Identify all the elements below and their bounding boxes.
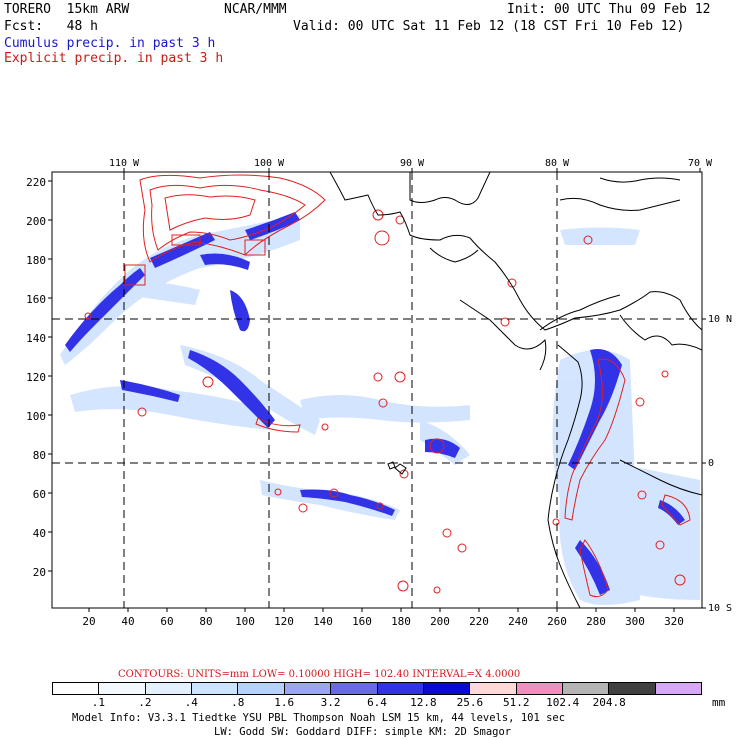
bottom-axis-label: 40 <box>121 615 134 628</box>
colorbar-cell <box>99 683 146 694</box>
bottom-axis-label: 180 <box>391 615 411 628</box>
map-frame <box>51 171 703 609</box>
right-axis-label: 10 S <box>708 603 732 614</box>
colorbar-label: .1 <box>91 696 106 709</box>
colorbar-unit: mm <box>712 696 726 709</box>
colorbar-cell <box>53 683 100 694</box>
left-axis-label: 80 <box>33 449 46 462</box>
colorbar-cell <box>470 683 517 694</box>
top-axis-label: 80 W <box>545 158 570 169</box>
left-axis-label: 180 <box>26 254 46 267</box>
colorbar-cell <box>562 683 610 694</box>
forecast-hour: Fcst: 48 h <box>4 19 98 34</box>
bottom-axis-label: 200 <box>430 615 450 628</box>
colorbar-label: 6.4 <box>367 696 387 709</box>
left-axis-label: 40 <box>33 527 46 540</box>
colorbar-cell <box>516 683 563 694</box>
explicit-precip-contours <box>84 174 691 598</box>
bottom-axis-label: 120 <box>274 615 294 628</box>
explicit-precip-label: Explicit precip. in past 3 h <box>4 51 224 66</box>
colorbar-label: 51.2 <box>503 696 530 709</box>
colorbar-cell <box>331 683 378 694</box>
left-axis-label: 160 <box>26 293 46 306</box>
cumulus-precip-label: Cumulus precip. in past 3 h <box>4 36 216 51</box>
colorbar <box>52 682 702 695</box>
colorbar-cell <box>609 683 656 694</box>
heavy-precip-areas <box>65 212 685 595</box>
left-axis-label: 20 <box>33 566 46 579</box>
bottom-axis-label: 100 <box>235 615 255 628</box>
colorbar-cell <box>377 683 424 694</box>
bottom-axis-label: 240 <box>508 615 528 628</box>
colorbar-cell <box>423 683 471 694</box>
top-axis-label: 70 W <box>688 158 713 169</box>
bottom-axis-label: 80 <box>199 615 212 628</box>
colorbar-label: 3.2 <box>320 696 341 709</box>
bottom-axis-label: 60 <box>160 615 173 628</box>
colorbar-cell <box>145 683 193 694</box>
left-axis-label: 200 <box>26 215 46 228</box>
model-info-line2: LW: Godd SW: Goddard DIFF: simple KM: 2D… <box>214 726 511 738</box>
lat-lon-grid <box>52 172 702 608</box>
colorbar-label: 102.4 <box>546 696 580 709</box>
axis-ticks <box>48 168 706 612</box>
valid-time: Valid: 00 UTC Sat 11 Feb 12 (18 CST Fri … <box>293 19 685 34</box>
colorbar-label: 25.6 <box>456 696 484 709</box>
left-axis-label: 120 <box>26 371 46 384</box>
bottom-axis-label: 20 <box>82 615 95 628</box>
bottom-axis-label: 280 <box>586 615 606 628</box>
colorbar-label: 204.8 <box>592 696 626 709</box>
right-axis-labels: 10 N 0 10 S <box>708 314 732 614</box>
organization: NCAR/MMM <box>224 2 287 17</box>
right-axis-label: 0 <box>708 458 714 469</box>
colorbar-label: .4 <box>184 696 198 709</box>
colorbar-label: .2 <box>138 696 152 709</box>
bottom-axis-label: 140 <box>313 615 333 628</box>
top-axis-label: 90 W <box>400 158 425 169</box>
contours-info: CONTOURS: UNITS=mm LOW= 0.10000 HIGH= 10… <box>118 669 520 680</box>
bottom-axis-label: 320 <box>664 615 684 628</box>
bottom-axis-label: 160 <box>352 615 372 628</box>
left-axis-labels: 220 200 180 160 140 120 100 80 60 40 20 <box>26 176 46 579</box>
colorbar-cell <box>284 683 332 694</box>
colorbar-label: .8 <box>231 696 245 709</box>
colorbar-label: 1.6 <box>274 696 295 709</box>
bottom-axis-label: 260 <box>547 615 567 628</box>
colorbar-label: 12.8 <box>410 696 437 709</box>
colorbar-cell <box>192 683 239 694</box>
colorbar-cell <box>655 683 702 694</box>
bottom-axis-label: 220 <box>469 615 489 628</box>
left-axis-label: 100 <box>26 410 46 423</box>
top-axis-label: 110 W <box>109 158 140 169</box>
init-time: Init: 00 UTC Thu 09 Feb 12 <box>507 2 711 17</box>
left-axis-label: 60 <box>33 488 46 501</box>
model-info-line1: Model Info: V3.3.1 Tiedtke YSU PBL Thomp… <box>72 712 565 724</box>
right-axis-label: 10 N <box>708 314 732 325</box>
top-axis-label: 100 W <box>254 158 285 169</box>
top-axis-labels: 110 W 100 W 90 W 80 W 70 W <box>109 158 713 169</box>
model-name: TORERO 15km ARW <box>4 2 130 17</box>
bottom-axis-labels: 20 40 60 80 100 120 140 160 180 200 220 … <box>82 615 684 628</box>
left-axis-label: 220 <box>26 176 46 189</box>
colorbar-cell <box>238 683 285 694</box>
bottom-axis-label: 300 <box>625 615 645 628</box>
left-axis-label: 140 <box>26 332 46 345</box>
